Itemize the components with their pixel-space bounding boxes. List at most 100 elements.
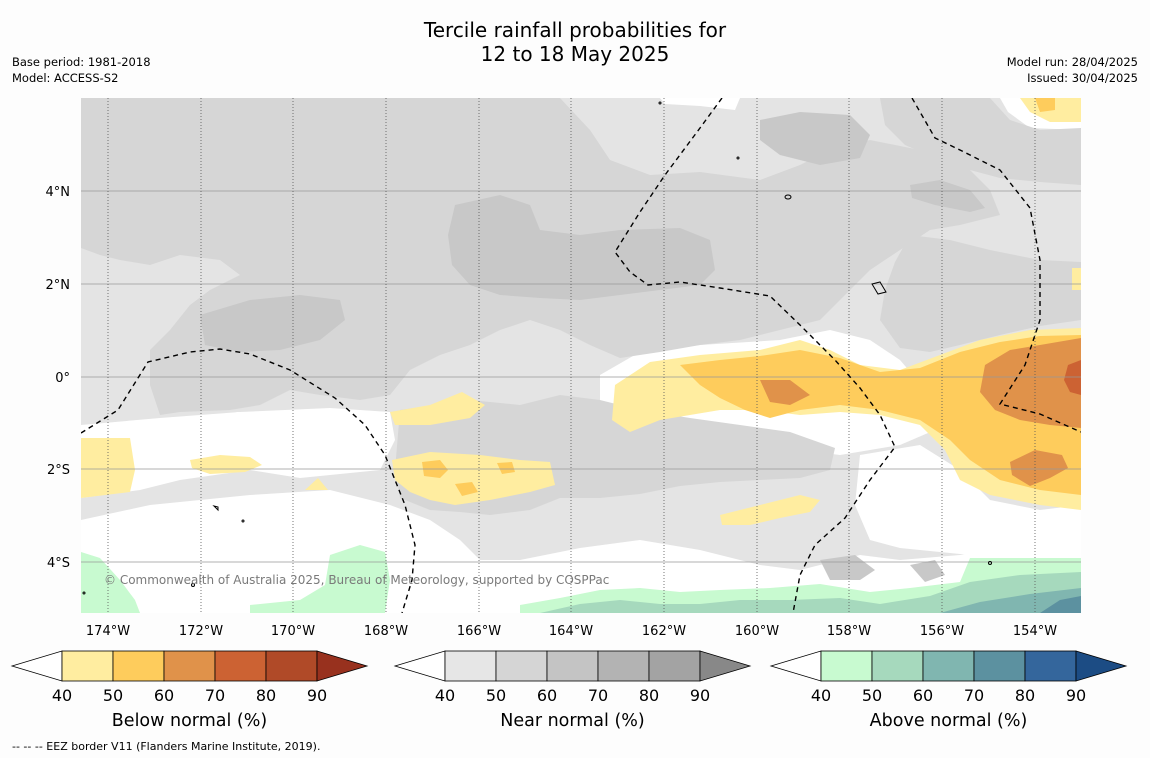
colorbar-near-tick: 50 — [486, 686, 506, 705]
colorbar-above-segment — [871, 650, 924, 682]
latitude-gridlines — [81, 190, 1081, 563]
colorbar-above-tick: 90 — [1066, 686, 1086, 705]
lat-label-2n: 2°N — [46, 278, 71, 293]
colorbar-near-segment — [546, 650, 599, 682]
near-normal-60-south — [820, 555, 875, 580]
lon-label-166w: 166°W — [457, 624, 501, 639]
colorbar-near-tick: 60 — [537, 686, 557, 705]
title-line-2: 12 to 18 May 2025 — [480, 42, 670, 66]
longitude-gridlines — [107, 98, 1036, 613]
below-normal-50-equator — [680, 335, 1081, 495]
lon-label-168w: 168°W — [364, 624, 408, 639]
lon-label-174w: 174°W — [86, 624, 130, 639]
near-normal-60-northeast — [760, 112, 870, 165]
below-normal-60-southeast — [1010, 450, 1068, 486]
lon-label-164w: 164°W — [549, 624, 593, 639]
issued-text: Issued: 30/04/2025 — [1027, 71, 1138, 85]
colorbar-near-normal: 40 50 60 70 80 90 Near normal (%) — [393, 650, 752, 731]
colorbar-below-segment — [61, 650, 114, 682]
near-normal-50-northeast — [880, 98, 1081, 185]
near-normal-60-southeast — [910, 180, 985, 212]
colorbar-below-tick: 90 — [307, 686, 327, 705]
colorbar-below-tick: 40 — [52, 686, 72, 705]
latitude-labels: 4°N 2°N 0° 2°S 4°S — [46, 185, 71, 571]
colorbar-above-normal: 40 50 60 70 80 90 Above normal (%) — [769, 650, 1128, 731]
colorbar-below-segment — [214, 650, 267, 682]
colorbar-near-tick: 70 — [588, 686, 608, 705]
below-normal-40-small-2 — [305, 478, 328, 490]
colorbar-near-segment — [444, 650, 497, 682]
colorbar-above-title: Above normal (%) — [870, 711, 1028, 731]
colorbar-near-segment — [648, 650, 701, 682]
lat-label-4s: 4°S — [47, 556, 70, 571]
colorbar-below-tick: 70 — [205, 686, 225, 705]
islands — [82, 101, 992, 595]
island-2 — [871, 281, 887, 295]
base-period-text: Base period: 1981-2018 — [12, 55, 151, 69]
colorbar-above-segment — [973, 650, 1026, 682]
below-normal-50-central-3 — [497, 462, 515, 474]
colorbar-near-title: Near normal (%) — [500, 711, 645, 731]
above-normal-50-south — [540, 572, 1081, 613]
lon-label-154w: 154°W — [1013, 624, 1057, 639]
colorbar-below-min-arrow — [10, 650, 63, 682]
island-5 — [736, 156, 740, 160]
colorbar-near-segment — [597, 650, 650, 682]
colorbar-below-tick: 80 — [256, 686, 276, 705]
colorbar-above-tick: 40 — [811, 686, 831, 705]
copyright-notice: © Commonwealth of Australia 2025, Bureau… — [104, 573, 609, 587]
metadata-right: Model run: 28/04/2025 Issued: 30/04/2025 — [1007, 54, 1138, 86]
eez-borders — [81, 98, 1081, 613]
lon-label-158w: 158°W — [827, 624, 871, 639]
eez-border-central — [614, 98, 896, 613]
colorbar-above-min-arrow — [769, 650, 822, 682]
no-dominant-tercile-south — [81, 408, 395, 498]
lon-label-172w: 172°W — [179, 624, 223, 639]
below-normal-70-east — [1064, 360, 1081, 395]
below-normal-40-east-edge — [1072, 268, 1081, 290]
above-normal-70-south — [1040, 596, 1081, 613]
near-normal-60-north-central — [448, 195, 715, 300]
lon-label-162w: 162°W — [642, 624, 686, 639]
island-4 — [658, 101, 662, 105]
colorbar-near-max-arrow — [699, 650, 752, 682]
metadata-left: Base period: 1981-2018 Model: ACCESS-S2 — [12, 54, 151, 86]
above-normal-40-southwest — [81, 552, 140, 613]
colorbar-above-segment — [820, 650, 873, 682]
lat-label-0: 0° — [55, 371, 70, 386]
colorbar-below-segment — [265, 650, 318, 682]
below-normal-40-south — [720, 495, 820, 525]
below-normal-50-north — [1035, 98, 1055, 112]
model-run-text: Model run: 28/04/2025 — [1006, 55, 1138, 69]
island-9 — [241, 519, 245, 523]
near-normal-60-far-south — [910, 560, 945, 582]
eez-border-east — [911, 98, 1081, 433]
island-3 — [212, 505, 219, 512]
colorbar-near-tick: 40 — [435, 686, 455, 705]
below-normal-40-small — [390, 392, 485, 425]
lon-label-156w: 156°W — [920, 624, 964, 639]
colorbar-above-max-arrow — [1075, 650, 1128, 682]
longitude-labels: 174°W 172°W 170°W 168°W 166°W 164°W 162°… — [86, 624, 1057, 639]
lat-label-2s: 2°S — [47, 463, 70, 478]
eez-footnote: -- -- -- EEZ border V11 (Flanders Marine… — [12, 740, 321, 753]
probability-field — [81, 98, 1081, 613]
island-1 — [784, 194, 792, 200]
colorbar-below-segment — [112, 650, 165, 682]
above-normal-60-south — [940, 588, 1081, 613]
colorbar-below-tick: 60 — [154, 686, 174, 705]
colorbar-near-tick: 80 — [639, 686, 659, 705]
colorbar-above-tick: 50 — [862, 686, 882, 705]
model-text: Model: ACCESS-S2 — [12, 71, 119, 85]
below-normal-50-central-2 — [455, 482, 478, 496]
eez-border-west — [81, 348, 416, 613]
map-title: Tercile rainfall probabilities for 12 to… — [0, 18, 1150, 66]
island-6 — [82, 591, 86, 595]
lon-label-170w: 170°W — [271, 624, 315, 639]
island-8 — [988, 561, 992, 565]
colorbar-below-title: Below normal (%) — [112, 711, 267, 731]
title-line-1: Tercile rainfall probabilities for — [423, 18, 727, 42]
below-normal-60-mid — [760, 380, 810, 405]
colorbar-below-segment — [163, 650, 216, 682]
lon-label-160w: 160°W — [735, 624, 779, 639]
